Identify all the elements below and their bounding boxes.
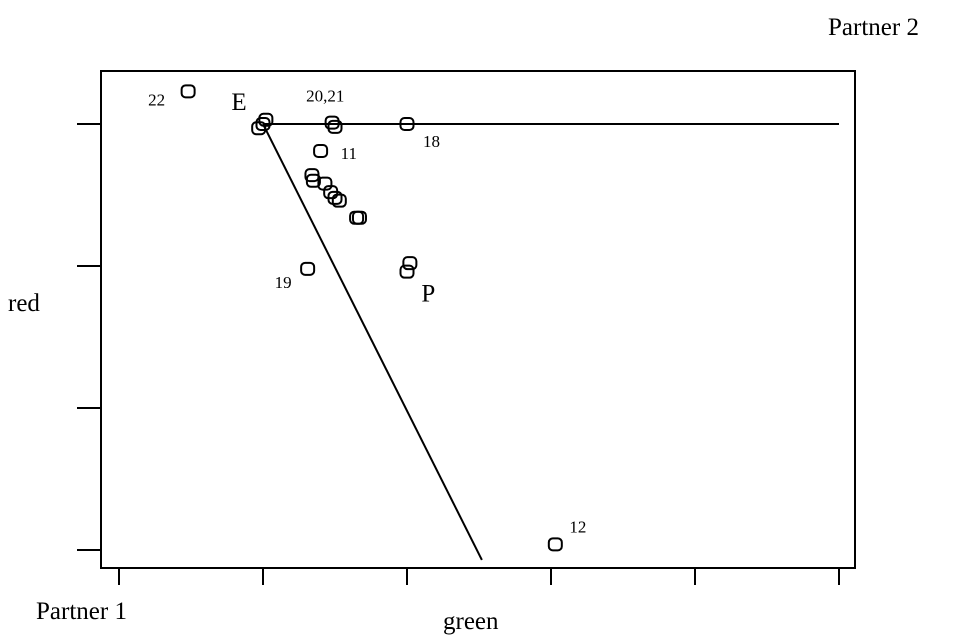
annotation-label: P (421, 281, 435, 308)
data-point (305, 173, 321, 188)
data-point (399, 117, 415, 131)
data-point (547, 537, 563, 552)
y-axis-label: red (8, 290, 40, 317)
annotations: EP (231, 89, 435, 308)
point-label: 19 (275, 273, 292, 292)
data-points (180, 84, 563, 552)
x-axis-ticks (118, 568, 840, 585)
top-right-label: Partner 2 (828, 14, 919, 41)
data-point (180, 84, 196, 99)
data-point (255, 117, 271, 131)
point-label: 20,21 (306, 87, 344, 106)
x-axis-label: green (443, 608, 499, 635)
bottom-left-label: Partner 1 (36, 598, 127, 625)
plot-frame (100, 70, 856, 569)
y-axis-ticks (77, 123, 101, 551)
point-label: 12 (569, 517, 586, 536)
point-label: 22 (148, 90, 165, 109)
reference-lines (262, 123, 839, 561)
point-label: 18 (423, 132, 440, 151)
data-point (402, 256, 418, 271)
data-point (331, 193, 347, 208)
data-point (327, 119, 343, 134)
data-point (327, 190, 343, 205)
data-point (313, 143, 329, 158)
reference-line (262, 123, 483, 561)
annotation-label: E (231, 89, 246, 116)
data-point (300, 261, 316, 276)
data-point (399, 264, 415, 279)
point-label: 11 (341, 144, 357, 163)
data-point (351, 210, 367, 225)
point-labels: 22 20,21 18 11 19 12 (148, 87, 586, 537)
data-point (324, 115, 340, 130)
data-point (258, 112, 274, 127)
